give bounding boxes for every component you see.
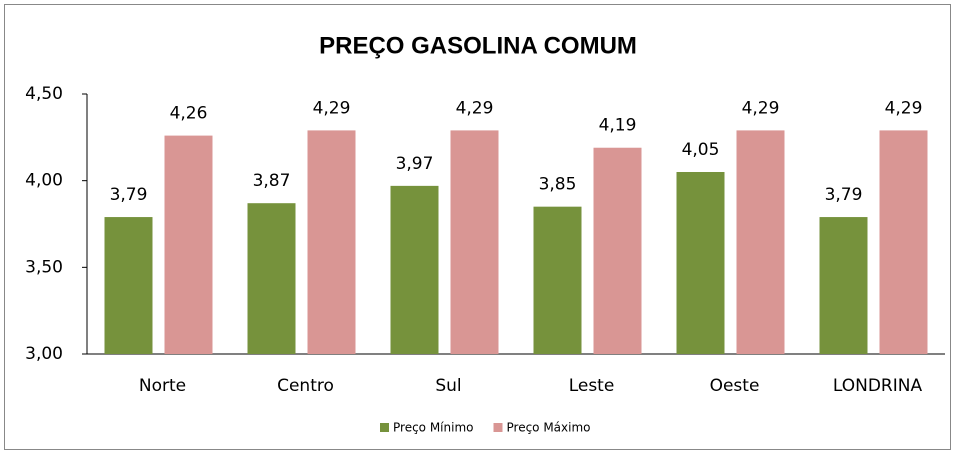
value-label: 4,29: [742, 98, 780, 118]
x-tick-label: LONDRINA: [833, 376, 923, 396]
bar: [879, 130, 928, 354]
legend-label: Preço Máximo: [507, 421, 591, 435]
bar: [533, 206, 582, 354]
y-tick-label: 3,00: [25, 344, 63, 364]
chart-title: PREÇO GASOLINA COMUM: [319, 32, 637, 59]
value-label: 3,97: [396, 154, 434, 174]
bar: [104, 217, 153, 354]
value-label: 4,19: [599, 116, 637, 136]
x-tick-label: Sul: [435, 376, 461, 396]
bar: [307, 130, 356, 354]
bar: [593, 147, 642, 354]
legend-swatch: [380, 423, 389, 432]
y-tick-label: 3,50: [25, 257, 63, 277]
x-tick-label: Centro: [277, 376, 334, 396]
bar: [819, 217, 868, 354]
value-label: 3,79: [825, 185, 863, 205]
legend-label: Preço Mínimo: [393, 421, 474, 435]
bar: [736, 130, 785, 354]
value-label: 3,79: [110, 185, 148, 205]
y-tick-label: 4,50: [25, 84, 63, 104]
bar: [390, 185, 439, 354]
bar: [676, 172, 725, 354]
y-tick-label: 4,00: [25, 171, 63, 191]
bar: [450, 130, 499, 354]
value-label: 3,87: [253, 171, 291, 191]
bar: [164, 135, 213, 354]
bar: [247, 203, 296, 354]
value-label: 4,29: [313, 98, 351, 118]
value-label: 4,26: [170, 104, 208, 124]
x-tick-label: Leste: [569, 376, 615, 396]
x-tick-label: Norte: [139, 376, 186, 396]
value-label: 4,29: [456, 98, 494, 118]
legend-swatch: [493, 423, 503, 432]
x-tick-label: Oeste: [710, 376, 760, 396]
value-label: 4,29: [885, 98, 923, 118]
value-label: 4,05: [682, 140, 720, 160]
value-label: 3,85: [539, 175, 577, 195]
